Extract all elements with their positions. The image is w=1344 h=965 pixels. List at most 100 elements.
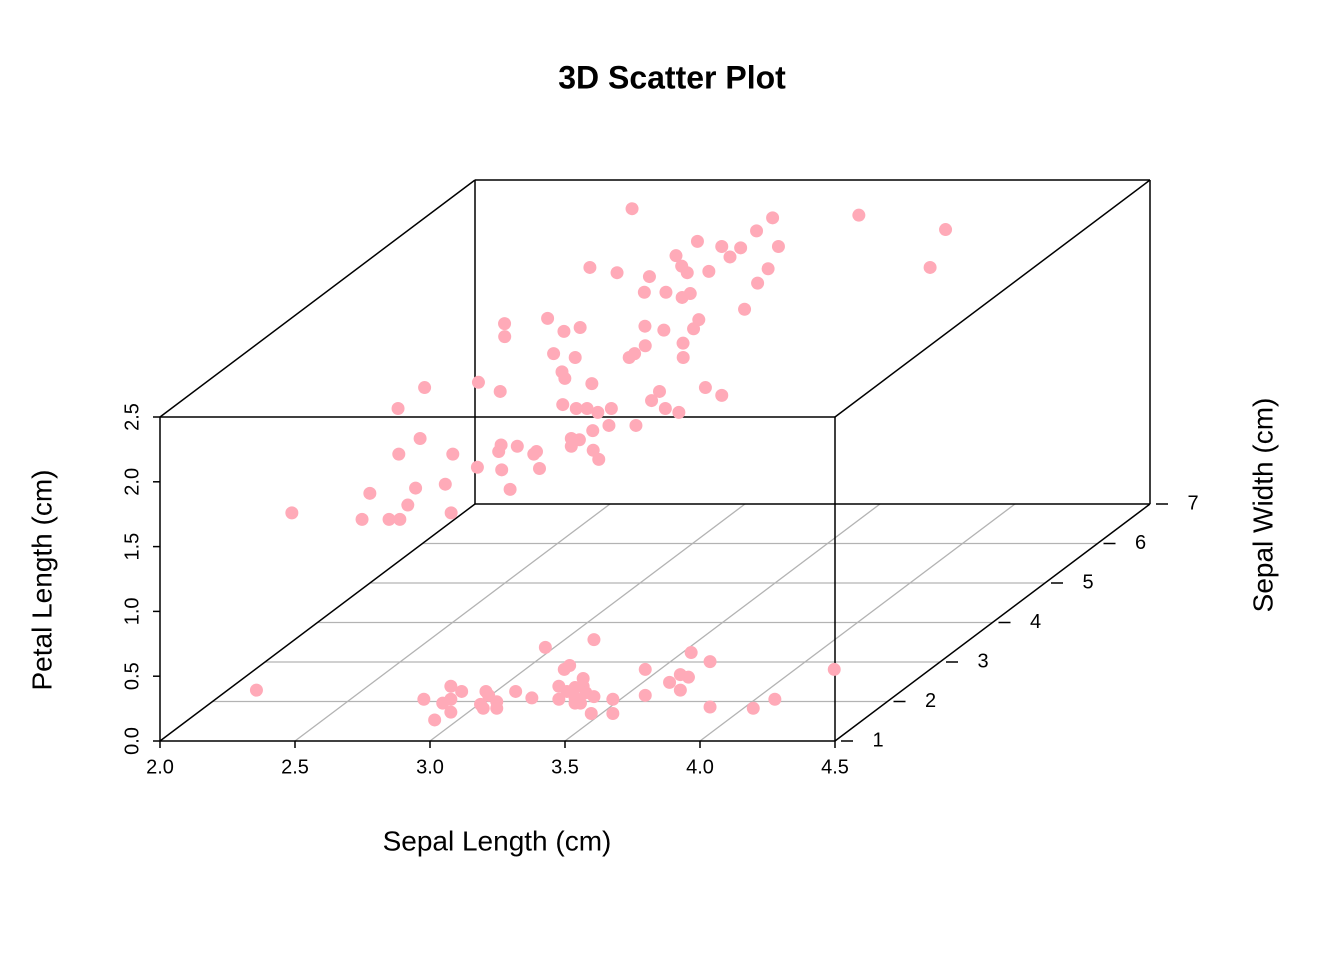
point — [715, 240, 729, 254]
point — [585, 377, 599, 391]
point — [680, 266, 694, 280]
point — [672, 405, 686, 419]
point — [587, 690, 601, 704]
point — [715, 388, 729, 402]
point — [573, 696, 587, 710]
point — [638, 662, 652, 676]
point — [556, 398, 570, 412]
point — [606, 706, 620, 720]
z-tick-label: 0.0 — [121, 727, 143, 755]
point — [569, 401, 583, 415]
point — [580, 401, 594, 415]
point — [584, 706, 598, 720]
point — [761, 262, 775, 276]
point — [723, 250, 737, 264]
x-tick-label: 3.5 — [551, 756, 579, 778]
z-tick-label: 1.0 — [121, 597, 143, 625]
point — [638, 319, 652, 333]
z-tick-label: 2.5 — [121, 403, 143, 431]
axis-box — [834, 503, 1151, 742]
x-tick-label: 3.0 — [416, 756, 444, 778]
point — [492, 445, 506, 459]
point — [637, 285, 651, 299]
grid-line — [294, 503, 611, 742]
point — [610, 266, 624, 280]
point — [676, 336, 690, 350]
point — [751, 276, 765, 290]
axis-box — [159, 179, 476, 418]
point — [490, 701, 504, 715]
point — [673, 683, 687, 697]
point — [673, 668, 687, 682]
point — [470, 460, 484, 474]
z-axis-label: Petal Length (cm) — [26, 470, 57, 691]
point — [391, 401, 405, 415]
point — [771, 240, 785, 254]
point — [355, 512, 369, 526]
point — [418, 381, 432, 395]
point — [746, 701, 760, 715]
point — [510, 439, 524, 453]
y-tick-label: 4 — [1030, 611, 1041, 633]
point — [669, 249, 683, 263]
point — [923, 260, 937, 274]
point — [750, 224, 764, 238]
point — [498, 330, 512, 344]
point — [738, 302, 752, 316]
point — [604, 401, 618, 415]
point — [552, 692, 566, 706]
y-tick-label: 6 — [1135, 532, 1146, 554]
point — [409, 481, 423, 495]
point — [438, 477, 452, 491]
point — [444, 679, 458, 693]
point — [663, 675, 677, 689]
axis-box — [834, 179, 1151, 418]
point — [428, 713, 442, 727]
point — [401, 498, 415, 512]
point — [363, 486, 377, 500]
point — [538, 640, 552, 654]
point — [658, 401, 672, 415]
point — [734, 241, 748, 255]
point — [471, 375, 485, 389]
point — [527, 447, 541, 461]
z-tick-label: 0.5 — [121, 662, 143, 690]
point — [498, 317, 512, 331]
y-tick-label: 3 — [977, 650, 988, 672]
point — [444, 506, 458, 520]
point — [382, 512, 396, 526]
point — [568, 350, 582, 364]
point — [503, 482, 517, 496]
x-tick-label: 2.0 — [146, 756, 174, 778]
point — [413, 431, 427, 445]
y-tick-label: 1 — [872, 729, 883, 751]
point — [690, 234, 704, 248]
point — [629, 418, 643, 432]
point — [573, 321, 587, 335]
point — [533, 462, 546, 476]
y-axis-label: Sepal Width (cm) — [1247, 398, 1278, 613]
point — [653, 384, 666, 398]
point — [657, 323, 671, 337]
point — [547, 347, 561, 361]
point — [436, 696, 450, 710]
point — [638, 688, 652, 702]
point — [525, 691, 539, 705]
point — [628, 347, 642, 361]
chart-title: 3D Scatter Plot — [558, 59, 786, 95]
point — [586, 424, 600, 438]
point — [642, 270, 656, 284]
point — [827, 662, 841, 676]
point — [476, 701, 490, 715]
point — [541, 311, 555, 325]
point — [572, 433, 586, 447]
x-tick-label: 2.5 — [281, 756, 309, 778]
z-tick-label: 1.5 — [121, 533, 143, 561]
point — [591, 405, 605, 419]
point — [393, 512, 407, 526]
point — [285, 506, 299, 520]
point — [417, 692, 431, 706]
point — [495, 463, 509, 477]
point — [392, 447, 406, 461]
